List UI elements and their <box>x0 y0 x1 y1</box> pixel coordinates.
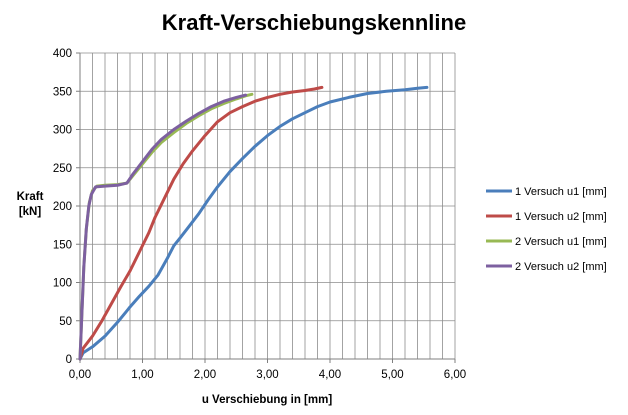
legend-label: 2 Versuch u1 [mm] <box>515 236 607 248</box>
x-tick-label: 1,00 <box>131 369 153 381</box>
y-tick-label: 150 <box>53 239 72 251</box>
x-tick-label: 2,00 <box>194 369 216 381</box>
x-tick-label: 0,00 <box>69 369 91 381</box>
y-axis-label-line: Kraft <box>17 191 44 203</box>
x-axis-label: u Verschiebung in [mm] <box>202 394 333 406</box>
y-tick-label: 250 <box>53 163 72 175</box>
y-axis-label: Kraft [kN] <box>17 191 44 218</box>
series-lines <box>78 85 429 361</box>
legend-label: 1 Versuch u2 [mm] <box>515 211 607 223</box>
series-line <box>78 85 429 361</box>
y-axis-label-line: [kN] <box>19 206 42 218</box>
y-tick-label: 300 <box>53 125 72 137</box>
tick-labels: 0,00 1,00 2,00 3,00 4,00 5,00 6,00 0 50 100 150 200… <box>53 48 466 381</box>
chart-title: Kraft-Verschiebungskennline <box>162 10 466 35</box>
x-tick-label: 4,00 <box>319 369 341 381</box>
x-tick-label: 5,00 <box>381 369 403 381</box>
legend-label: 2 Versuch u2 [mm] <box>515 261 607 273</box>
x-tick-label: 3,00 <box>256 369 278 381</box>
x-tick-label: 6,00 <box>444 369 466 381</box>
y-tick-label: 50 <box>59 316 72 328</box>
y-tick-label: 400 <box>53 48 72 60</box>
series-line <box>78 85 324 361</box>
legend-label: 1 Versuch u1 [mm] <box>515 186 607 198</box>
y-tick-label: 350 <box>53 86 72 98</box>
series-line <box>78 93 248 361</box>
plot-axes <box>76 52 456 363</box>
y-tick-label: 100 <box>53 278 72 290</box>
y-tick-label: 0 <box>66 354 72 366</box>
y-tick-label: 200 <box>53 201 72 213</box>
legend: 1 Versuch u1 [mm] 1 Versuch u2 [mm] 2 Vers… <box>486 186 607 273</box>
